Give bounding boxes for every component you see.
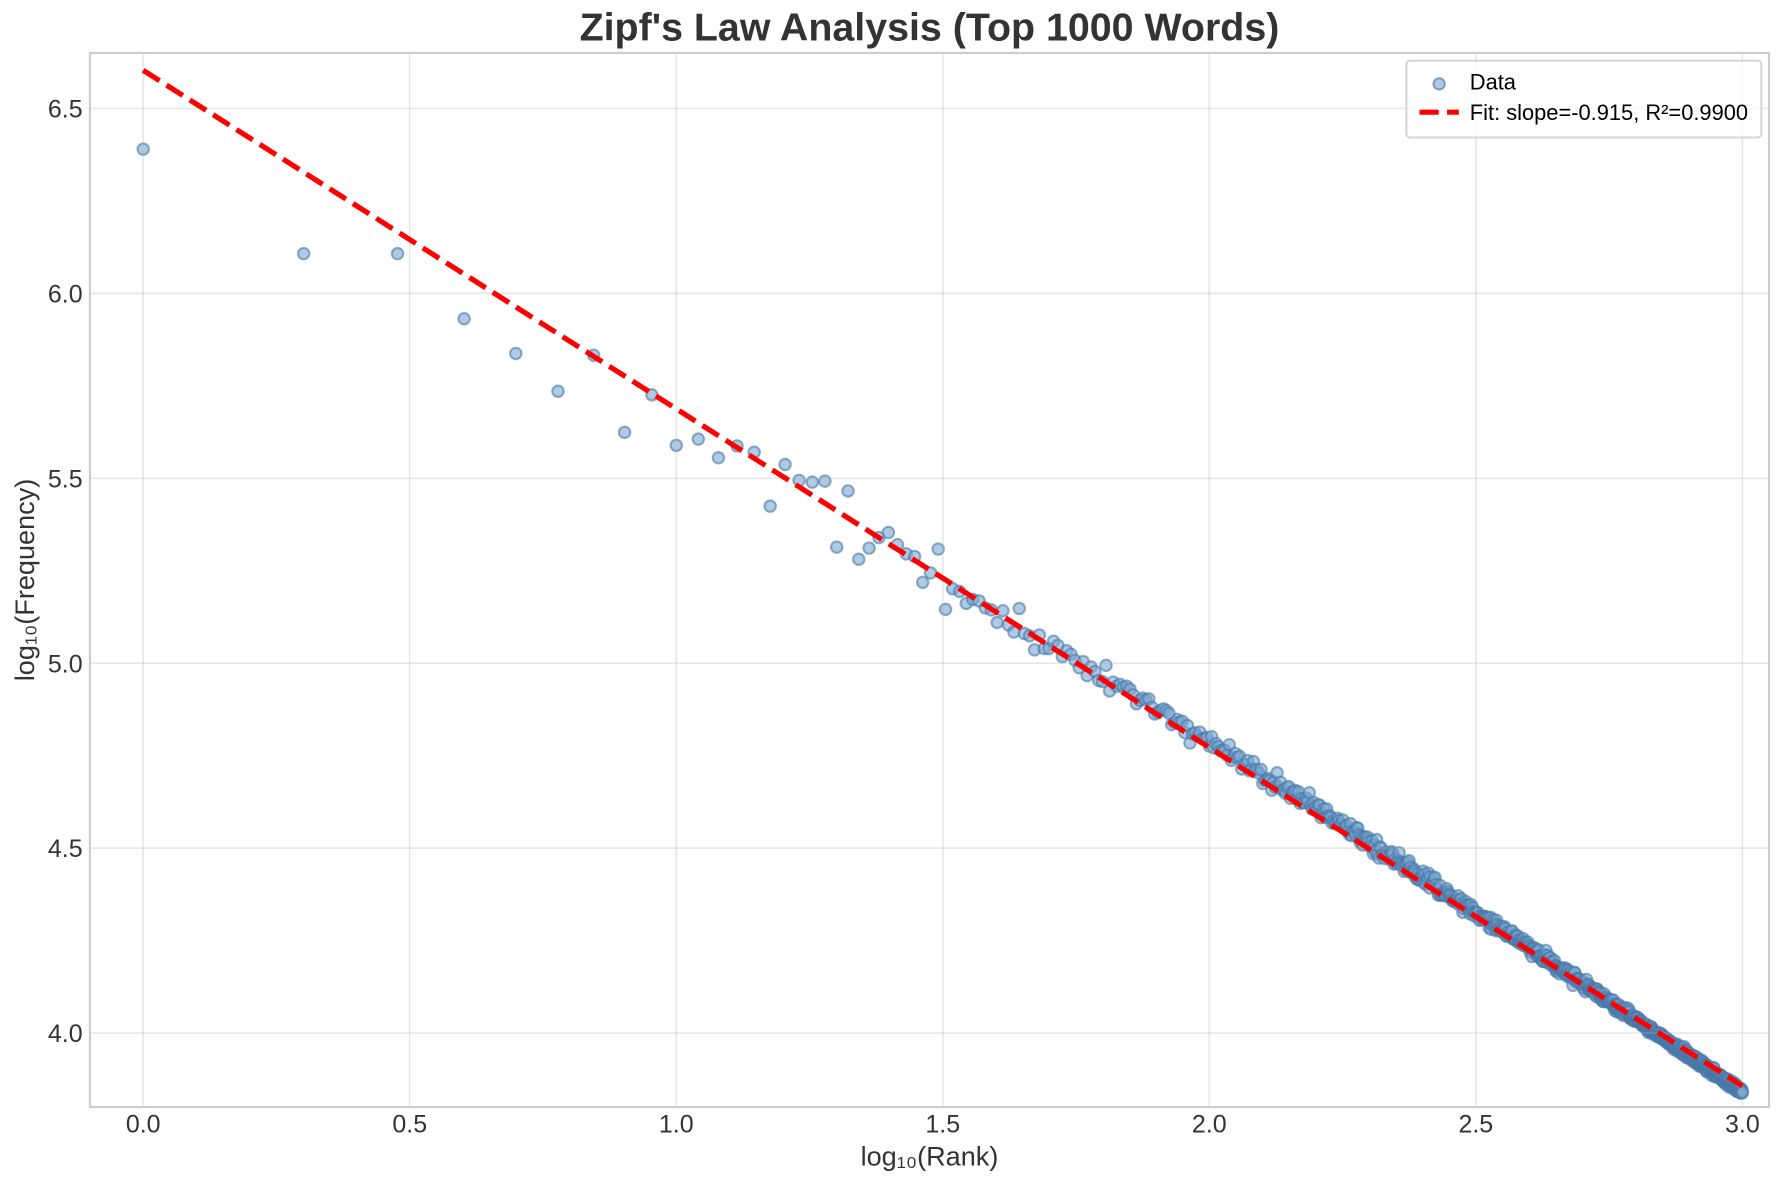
svg-text:Data: Data bbox=[1470, 70, 1517, 95]
svg-text:5.0: 5.0 bbox=[48, 650, 83, 678]
svg-text:0.5: 0.5 bbox=[392, 1110, 427, 1138]
svg-text:3.0: 3.0 bbox=[1725, 1110, 1760, 1138]
svg-text:1.5: 1.5 bbox=[925, 1110, 960, 1138]
svg-text:log₁₀(Frequency): log₁₀(Frequency) bbox=[9, 479, 40, 681]
svg-text:Fit: slope=-0.915, R²=0.9900: Fit: slope=-0.915, R²=0.9900 bbox=[1470, 100, 1748, 125]
svg-text:4.5: 4.5 bbox=[48, 835, 83, 863]
svg-text:5.5: 5.5 bbox=[48, 465, 83, 493]
svg-text:1.0: 1.0 bbox=[659, 1110, 694, 1138]
svg-text:0.0: 0.0 bbox=[126, 1110, 161, 1138]
svg-text:2.0: 2.0 bbox=[1192, 1110, 1227, 1138]
svg-text:4.0: 4.0 bbox=[48, 1020, 83, 1048]
svg-text:Zipf's Law Analysis (Top 1000: Zipf's Law Analysis (Top 1000 Words) bbox=[580, 5, 1280, 49]
svg-text:2.5: 2.5 bbox=[1458, 1110, 1493, 1138]
svg-text:log₁₀(Rank): log₁₀(Rank) bbox=[861, 1141, 999, 1172]
svg-text:6.5: 6.5 bbox=[48, 96, 83, 124]
svg-text:6.0: 6.0 bbox=[48, 280, 83, 308]
